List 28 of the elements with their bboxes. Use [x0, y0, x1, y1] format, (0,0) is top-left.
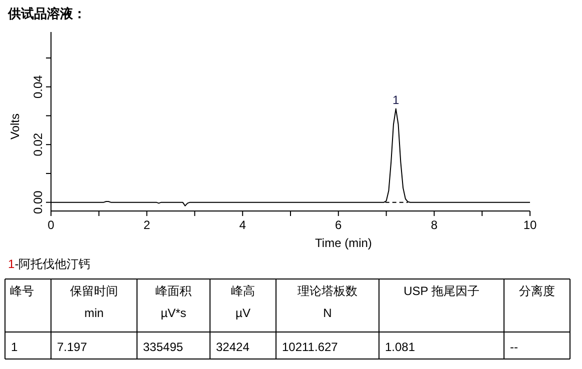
text: 峰面积 µV*s: [156, 284, 192, 320]
text: 峰号: [10, 284, 34, 298]
annotation: 1: [392, 92, 400, 107]
text: 335495: [143, 340, 184, 354]
x-axis-title: Time (min): [315, 236, 372, 250]
text: 1: [11, 340, 18, 354]
text: USP 拖尾因子: [404, 284, 480, 298]
text: 1.081: [385, 340, 416, 354]
text: 32424: [216, 340, 250, 354]
text: 峰高 µV: [231, 284, 255, 320]
y-axis-title: Volts: [8, 113, 22, 140]
y-tick-label: 0.02: [31, 132, 45, 156]
chart-title: 供试品溶液：: [7, 6, 86, 21]
x-tick-label: 0: [48, 218, 55, 232]
text: 保留时间 min: [70, 284, 118, 320]
x-tick-label: 6: [335, 218, 342, 232]
x-tick-label: 8: [430, 218, 438, 232]
text: 7.197: [57, 340, 88, 354]
y-tick-label: 0.00: [31, 190, 45, 214]
x-tick-label: 2: [143, 218, 150, 232]
text: 1-阿托伐他汀钙: [8, 257, 91, 271]
text: --: [510, 340, 518, 354]
y-tick-label: 0.04: [31, 74, 45, 99]
text: 理论塔板数 N: [298, 284, 358, 320]
text: 分离度: [519, 284, 555, 298]
text: 10211.627: [282, 340, 338, 354]
x-tick-label: 4: [239, 218, 246, 232]
x-tick-label: 10: [523, 218, 537, 232]
